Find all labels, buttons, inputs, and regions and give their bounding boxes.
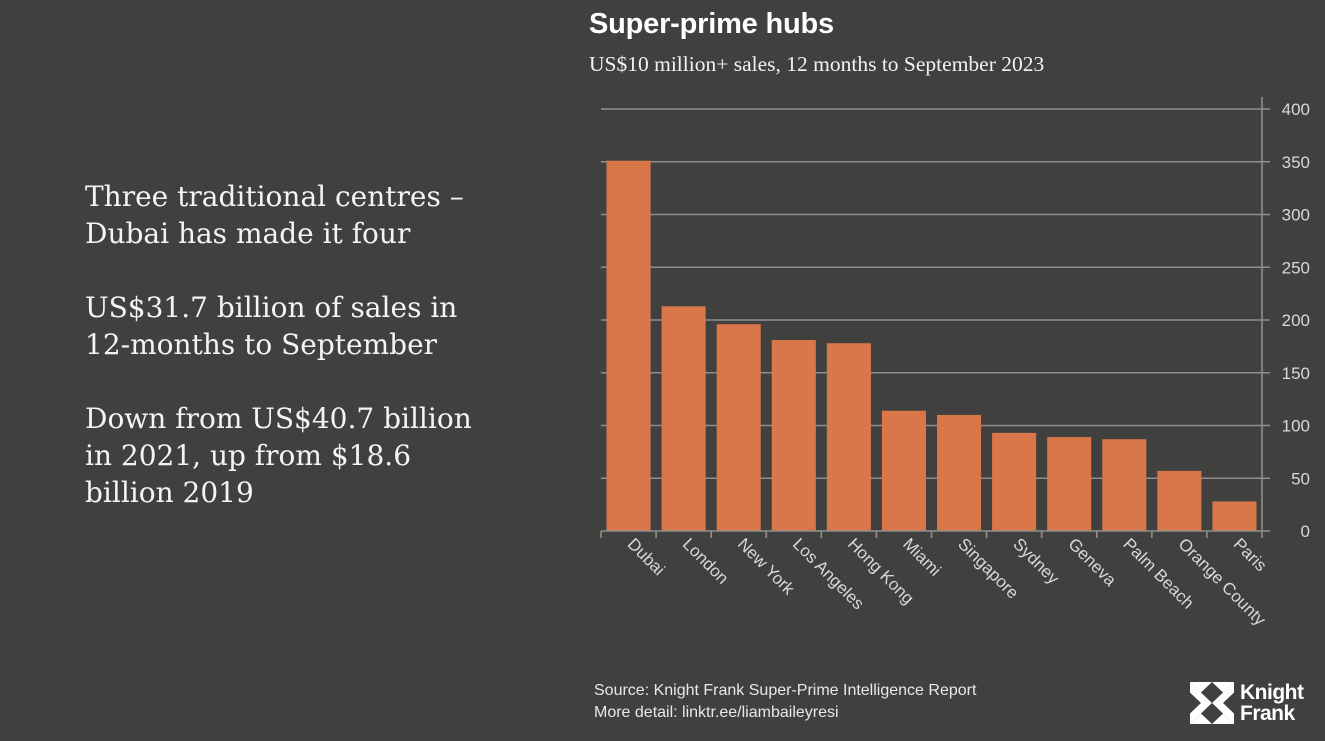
x-tick-label: Sydney [1009, 534, 1063, 588]
bullet-line: billion 2019 [85, 476, 254, 509]
bullet-line: in 2021, up from $18.6 [85, 439, 412, 472]
gridlines [601, 108, 1270, 480]
bar-miami [881, 410, 926, 531]
bullet-line: Down from US$40.7 billion [85, 402, 472, 435]
bar-hong-kong [826, 343, 871, 531]
x-tick-label: London [679, 534, 733, 588]
knight-frank-logo: Knight Frank [1190, 681, 1304, 725]
x-tick-label: Geneva [1064, 534, 1120, 590]
logo-line-2: Frank [1240, 702, 1295, 725]
x-tick-label: Miami [899, 534, 944, 579]
bullet-line: US$31.7 billion of sales in [85, 291, 458, 324]
y-tick-label: 200 [1282, 311, 1310, 330]
bullet-dubai: Three traditional centres – Dubai has ma… [85, 178, 555, 252]
bullet-line: Dubai has made it four [85, 217, 411, 250]
axes [600, 97, 1270, 538]
logo-wordmark: Knight Frank [1240, 681, 1304, 725]
bullet-comparison: Down from US$40.7 billion in 2021, up fr… [85, 400, 555, 511]
source-note: Source: Knight Frank Super-Prime Intelli… [594, 682, 977, 699]
y-tick-label: 150 [1282, 364, 1310, 383]
bar-london [661, 306, 706, 531]
bar-sydney [992, 432, 1037, 531]
bullet-line: 12-months to September [85, 328, 438, 361]
bullet-sales-total: US$31.7 billion of sales in 12-months to… [85, 289, 555, 363]
bar-new-york [716, 324, 761, 531]
x-tick-label: Paris [1230, 534, 1271, 575]
y-tick-label: 300 [1282, 206, 1310, 225]
bullet-line: Three traditional centres – [85, 180, 464, 213]
bar-paris [1212, 501, 1257, 531]
more-detail-link[interactable]: More detail: linktr.ee/liambaileyresi [594, 704, 839, 721]
bar-palm-beach [1102, 439, 1147, 531]
bar-singapore [937, 414, 982, 531]
y-tick-labels: 0 50 100 150 200 250 300 350 400 [1282, 100, 1310, 541]
bars [606, 160, 1257, 531]
footer: Source: Knight Frank Super-Prime Intelli… [594, 680, 976, 724]
y-tick-label: 250 [1282, 258, 1310, 277]
logo-line-1: Knight [1240, 681, 1304, 704]
x-tick-label: New York [734, 534, 799, 599]
slide-bullets: Three traditional centres – Dubai has ma… [85, 178, 555, 548]
bar-geneva [1047, 437, 1092, 531]
knight-frank-logo-icon [1190, 682, 1234, 724]
bar-los-angeles [771, 340, 816, 531]
x-tick-label: Dubai [624, 534, 669, 579]
y-tick-label: 400 [1282, 100, 1310, 119]
y-tick-label: 350 [1282, 153, 1310, 172]
y-tick-label: 0 [1301, 522, 1310, 541]
bar-orange-county [1157, 470, 1202, 531]
chart-title: Super-prime hubs [589, 8, 834, 40]
y-tick-label: 100 [1282, 417, 1310, 436]
y-tick-label: 50 [1291, 469, 1310, 488]
bar-dubai [606, 160, 651, 531]
chart-subtitle: US$10 million+ sales, 12 months to Septe… [589, 52, 1045, 76]
